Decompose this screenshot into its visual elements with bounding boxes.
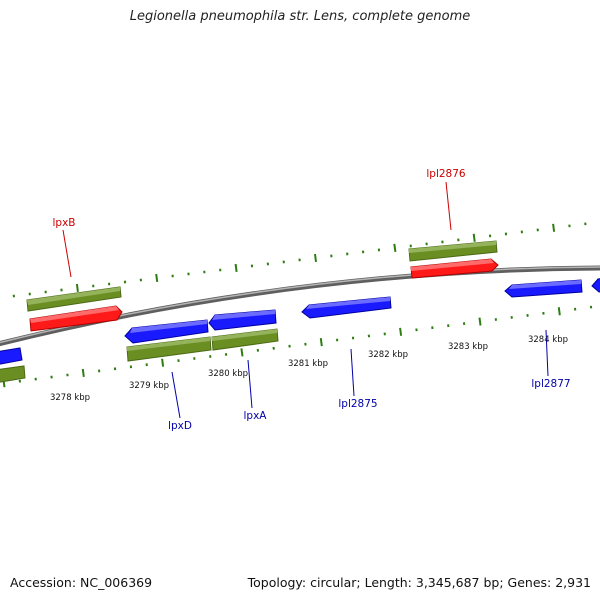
scale-label: 3283 kbp [448,342,488,352]
genome-backbone-highlight [0,266,600,344]
gene-feature-lpl2877[interactable] [504,279,583,298]
major-tick [75,283,79,293]
map-title: Legionella pneumophila str. Lens, comple… [129,9,471,24]
outer-tick-track [12,222,587,298]
cds-feature[interactable] [211,328,279,351]
accession-text: Accession: NC_006369 [10,575,153,590]
major-tick [478,317,482,326]
gene-feature-lpl2875[interactable] [301,296,392,319]
scale-label: 3278 kbp [50,393,90,403]
major-tick [399,327,403,336]
genome-backbone [0,265,600,347]
gene-label-lpl2877: lpl2877 [531,378,570,390]
scale-label: 3281 kbp [288,359,328,369]
scale-labels: 3278 kbp 3279 kbp 3280 kbp 3281 kbp 3282… [50,335,568,403]
label-leader-lines [62,181,549,419]
gene-label-lpxa: lpxA [244,410,268,422]
gene-label-lpxd: lpxD [168,420,192,432]
scale-label: 3280 kbp [208,369,248,379]
cds-feature[interactable] [408,240,498,262]
gene-feature-partial-right[interactable] [591,277,600,293]
gene-feature-partial-left[interactable] [0,347,23,365]
gene-feature-lpxd[interactable] [124,319,209,344]
major-tick [161,358,165,367]
cds-feature[interactable] [126,336,212,362]
scale-label: 3282 kbp [368,350,408,360]
gene-feature-lpxa[interactable] [208,309,277,331]
gene-feature-lpxb[interactable] [29,305,123,332]
major-tick [240,348,244,357]
gene-label-lpxb: lpxB [53,217,76,229]
major-tick [319,337,323,347]
gene-label-lpl2876: lpl2876 [426,168,466,180]
scale-label: 3279 kbp [129,381,169,391]
gene-feature-lpl2876[interactable] [410,258,499,279]
genome-summary-text: Topology: circular; Length: 3,345,687 bp… [247,575,591,590]
gene-labels: lpxB lpl2876 lpxD lpxA lpl2875 lpl2877 [53,168,571,432]
scale-label: 3284 kbp [528,335,568,345]
gene-label-lpl2875: lpl2875 [338,398,377,410]
major-tick [472,233,476,242]
major-tick [155,273,159,283]
cds-feature[interactable] [26,286,122,312]
major-tick [234,263,238,273]
major-tick [557,307,561,316]
major-tick [552,223,556,232]
cds-feature[interactable] [0,365,26,383]
major-tick [314,253,317,263]
major-tick [393,243,397,253]
major-tick [81,368,85,378]
